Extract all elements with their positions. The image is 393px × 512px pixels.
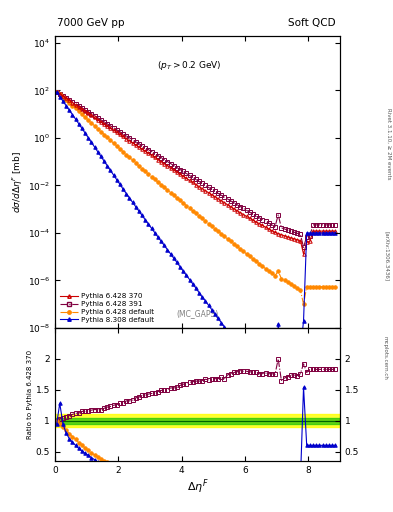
- Text: Soft QCD: Soft QCD: [288, 18, 336, 28]
- Y-axis label: $d\sigma/d\Delta\eta^F$ [mb]: $d\sigma/d\Delta\eta^F$ [mb]: [11, 151, 25, 213]
- Text: mcplots.cern.ch: mcplots.cern.ch: [382, 336, 387, 380]
- Bar: [55, 415, 340, 427]
- Text: (MC_GAPS): (MC_GAPS): [176, 309, 219, 318]
- X-axis label: $\Delta\eta^F$: $\Delta\eta^F$: [187, 477, 208, 496]
- Y-axis label: Ratio to Pythia 6.428 370: Ratio to Pythia 6.428 370: [27, 350, 33, 439]
- Text: [arXiv:1306.3436]: [arXiv:1306.3436]: [384, 231, 389, 281]
- Bar: [55, 418, 340, 424]
- Legend: Pythia 6.428 370, Pythia 6.428 391, Pythia 6.428 default, Pythia 8.308 default: Pythia 6.428 370, Pythia 6.428 391, Pyth…: [59, 292, 156, 325]
- Text: $(p_T > 0.2\ \mathrm{GeV})$: $(p_T > 0.2\ \mathrm{GeV})$: [157, 59, 221, 72]
- Text: 7000 GeV pp: 7000 GeV pp: [57, 18, 125, 28]
- Text: Rivet 3.1.10, ≥ 2M events: Rivet 3.1.10, ≥ 2M events: [386, 108, 391, 179]
